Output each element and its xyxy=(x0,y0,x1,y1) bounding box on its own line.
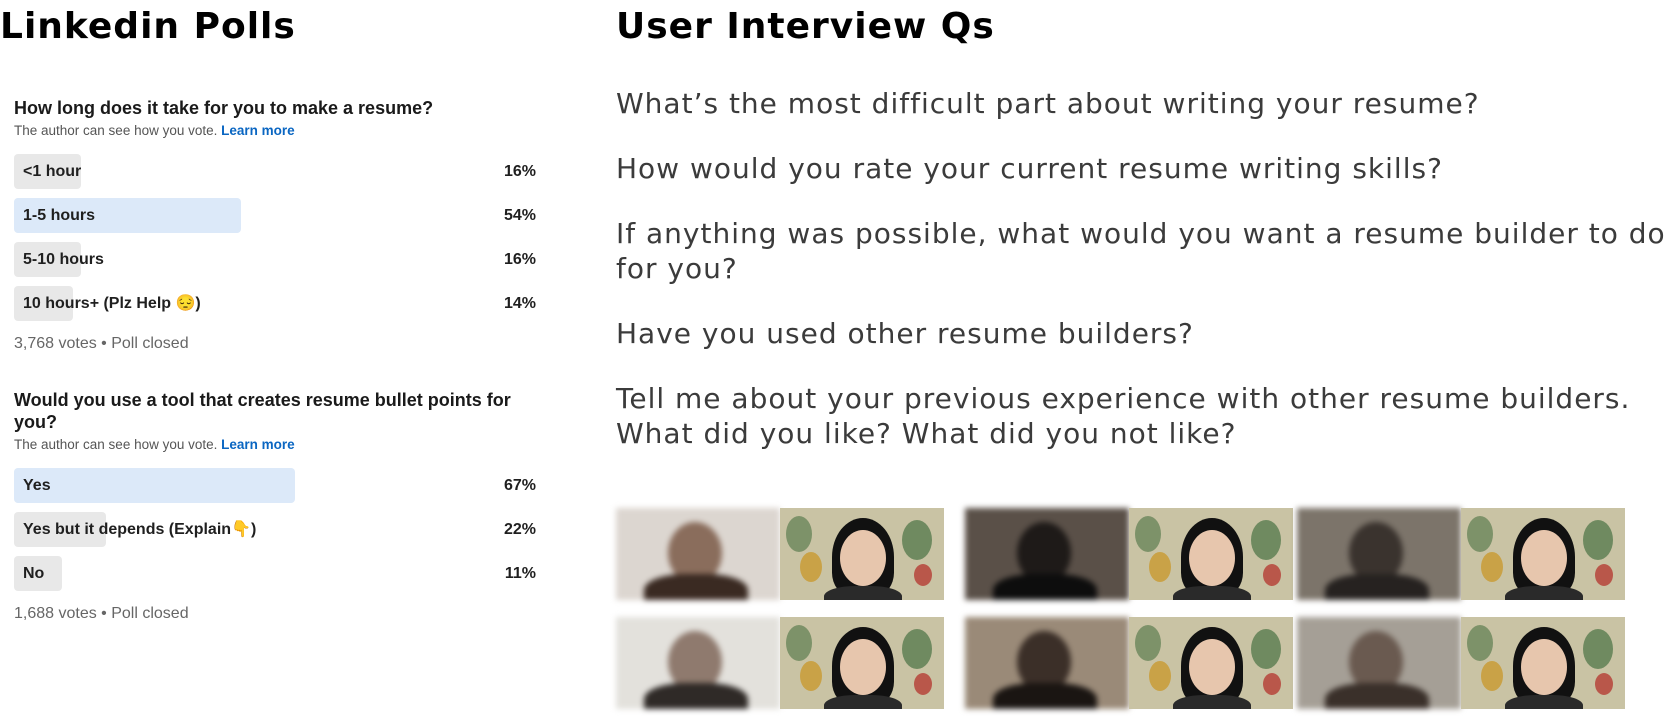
interview-question: What’s the most difficult part about wri… xyxy=(616,87,1480,120)
poll-option-bar xyxy=(14,198,241,233)
poll-option[interactable]: Yes but it depends (Explain👇) 22% xyxy=(14,512,536,547)
poll-note: The author can see how you vote. Learn m… xyxy=(14,436,536,454)
poll-options: Yes 67% Yes but it depends (Explain👇) 22… xyxy=(14,468,536,591)
video-call-thumbnail xyxy=(1297,617,1629,709)
interviewer-image xyxy=(1461,617,1625,709)
video-call-thumbnail xyxy=(965,508,1297,600)
poll-option[interactable]: 5-10 hours 16% xyxy=(14,242,536,277)
blurred-participant-image xyxy=(616,617,780,709)
poll-note-text: The author can see how you vote. xyxy=(14,123,218,138)
blurred-participant-image xyxy=(616,508,780,600)
interviewer-image xyxy=(1129,617,1293,709)
interviewer-image xyxy=(1461,508,1625,600)
poll-option[interactable]: <1 hour 16% xyxy=(14,154,536,189)
interview-question: How would you rate your current resume w… xyxy=(616,152,1443,185)
poll-question: How long does it take for you to make a … xyxy=(14,98,434,118)
poll-options: <1 hour 16% 1-5 hours 54% 5-10 hours 16%… xyxy=(14,154,536,321)
poll-option[interactable]: 10 hours+ (Plz Help 😔) 14% xyxy=(14,286,536,321)
section-title: Linkedin Polls xyxy=(0,6,296,47)
poll-card: Would you use a tool that creates resume… xyxy=(14,389,536,623)
video-call-thumbnail xyxy=(1297,508,1629,600)
poll-option-label: No xyxy=(23,565,45,582)
poll-option-percent: 16% xyxy=(503,251,536,268)
poll-meta: 1,688 votes • Poll closed xyxy=(14,605,189,622)
interview-questions: What’s the most difficult part about wri… xyxy=(616,86,1669,481)
interview-question: Have you used other resume builders? xyxy=(616,317,1194,350)
poll-note: The author can see how you vote. Learn m… xyxy=(14,122,536,140)
poll-option-bar xyxy=(14,154,81,189)
blurred-participant-image xyxy=(965,617,1129,709)
poll-option-label: 5-10 hours xyxy=(23,251,104,268)
poll-option-bar xyxy=(14,468,295,503)
poll-note-text: The author can see how you vote. xyxy=(14,437,218,452)
poll-option-percent: 67% xyxy=(503,477,536,494)
user-interview-section: User Interview Qs What’s the most diffic… xyxy=(616,0,1669,723)
poll-option-bar xyxy=(14,286,73,321)
poll-option[interactable]: 1-5 hours 54% xyxy=(14,198,536,233)
blurred-participant-image xyxy=(965,508,1129,600)
poll-option-label: 10 hours+ (Plz Help 😔) xyxy=(23,295,201,312)
interviewer-image xyxy=(780,508,944,600)
blurred-participant-image xyxy=(1297,508,1461,600)
poll-option-percent: 14% xyxy=(503,295,536,312)
section-title: User Interview Qs xyxy=(616,6,995,47)
poll-option-label: 1-5 hours xyxy=(23,207,96,224)
interviewer-image xyxy=(1129,508,1293,600)
interviewer-image xyxy=(780,617,944,709)
poll-option[interactable]: Yes 67% xyxy=(14,468,536,503)
linkedin-polls-section: Linkedin Polls How long does it take for… xyxy=(0,0,560,723)
poll-option-percent: 54% xyxy=(503,207,536,224)
poll-card: How long does it take for you to make a … xyxy=(14,97,536,353)
poll-option[interactable]: No 11% xyxy=(14,556,536,591)
learn-more-link[interactable]: Learn more xyxy=(221,437,295,452)
video-call-thumbnail xyxy=(616,617,948,709)
video-call-thumbnail xyxy=(965,617,1297,709)
interview-question: If anything was possible, what would you… xyxy=(616,217,1666,285)
poll-option-label: Yes but it depends (Explain👇) xyxy=(23,521,257,538)
poll-option-label: <1 hour xyxy=(23,163,82,180)
learn-more-link[interactable]: Learn more xyxy=(221,123,295,138)
blurred-participant-image xyxy=(1297,617,1461,709)
video-call-thumbnail xyxy=(616,508,948,600)
poll-option-bar xyxy=(14,556,62,591)
poll-option-percent: 16% xyxy=(503,163,536,180)
poll-option-bar xyxy=(14,512,106,547)
poll-meta: 3,768 votes • Poll closed xyxy=(14,335,189,352)
poll-question: Would you use a tool that creates resume… xyxy=(14,390,511,432)
poll-option-percent: 22% xyxy=(503,521,536,538)
interview-question: Tell me about your previous experience w… xyxy=(616,382,1631,450)
poll-option-bar xyxy=(14,242,81,277)
poll-option-label: Yes xyxy=(23,477,51,494)
interview-screenshots xyxy=(616,508,1669,723)
poll-option-percent: 11% xyxy=(504,565,536,582)
